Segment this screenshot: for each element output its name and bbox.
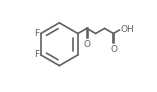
Text: F: F <box>35 50 40 59</box>
Text: O: O <box>110 45 117 54</box>
Text: OH: OH <box>120 25 134 34</box>
Text: F: F <box>35 29 40 38</box>
Text: O: O <box>84 40 91 49</box>
